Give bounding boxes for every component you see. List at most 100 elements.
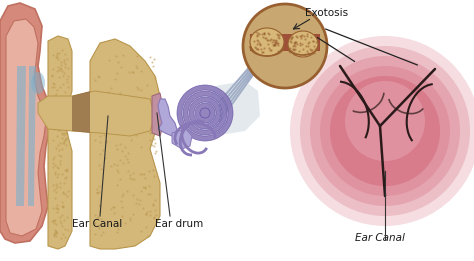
Point [141, 185, 149, 189]
Point [56, 162, 64, 166]
Point [60, 60, 67, 64]
Point [53, 165, 61, 169]
Point [109, 113, 116, 117]
Point [91, 213, 99, 217]
Point [269, 43, 277, 47]
Point [262, 36, 270, 40]
Point [141, 185, 149, 189]
Point [54, 104, 61, 108]
Point [141, 176, 149, 180]
Point [91, 138, 99, 142]
Point [55, 51, 63, 55]
Point [54, 210, 61, 214]
Point [48, 74, 56, 79]
Point [102, 139, 109, 144]
Point [51, 217, 59, 222]
Point [53, 183, 61, 188]
Point [149, 203, 157, 207]
Point [119, 53, 127, 57]
Point [52, 230, 60, 234]
Point [286, 46, 294, 50]
Point [98, 101, 106, 105]
Point [151, 208, 159, 212]
Point [56, 215, 64, 219]
Point [94, 187, 101, 191]
Point [49, 104, 57, 108]
Point [63, 169, 70, 173]
Point [130, 124, 137, 128]
Point [127, 216, 134, 220]
Point [51, 230, 58, 234]
Circle shape [320, 66, 450, 196]
Point [128, 70, 136, 74]
Point [303, 32, 311, 36]
Wedge shape [183, 91, 227, 135]
Point [108, 164, 115, 168]
Point [114, 223, 122, 227]
Point [150, 215, 157, 219]
Point [134, 66, 141, 70]
Point [59, 141, 67, 145]
Point [56, 159, 64, 163]
Point [151, 151, 159, 155]
Point [58, 213, 66, 217]
Point [99, 230, 107, 234]
Point [303, 49, 311, 53]
Point [267, 48, 274, 52]
Point [54, 96, 61, 100]
Point [61, 168, 69, 172]
Point [130, 177, 138, 181]
Point [271, 43, 279, 48]
Point [58, 136, 65, 140]
Point [136, 172, 143, 176]
Polygon shape [208, 81, 260, 136]
Point [64, 66, 71, 70]
Polygon shape [152, 93, 163, 136]
Point [50, 115, 57, 119]
Point [57, 67, 64, 71]
Point [152, 213, 159, 217]
Point [106, 57, 113, 62]
Point [152, 141, 159, 145]
Point [63, 127, 70, 131]
Point [127, 218, 134, 222]
Point [310, 51, 318, 55]
Point [61, 192, 69, 196]
Point [51, 172, 59, 176]
Point [146, 192, 153, 197]
Point [301, 51, 309, 56]
Point [50, 183, 57, 187]
Circle shape [330, 76, 440, 186]
Point [56, 110, 64, 114]
Point [254, 47, 261, 51]
Point [98, 109, 105, 113]
Point [140, 129, 148, 133]
Point [55, 153, 63, 157]
Point [143, 212, 150, 216]
Point [135, 202, 143, 206]
Point [58, 117, 65, 122]
Point [117, 64, 124, 69]
Point [52, 116, 59, 120]
Polygon shape [90, 39, 160, 249]
Point [143, 82, 150, 87]
Point [265, 46, 273, 50]
Point [262, 36, 269, 40]
Point [61, 227, 69, 231]
Point [299, 33, 306, 37]
Point [304, 51, 311, 56]
Point [304, 41, 311, 45]
Point [296, 49, 303, 53]
Point [264, 38, 272, 42]
Point [64, 74, 72, 78]
Point [267, 37, 275, 41]
Point [118, 214, 126, 218]
Point [144, 111, 152, 115]
Point [53, 51, 61, 55]
Polygon shape [72, 91, 90, 133]
Point [129, 70, 137, 74]
Point [49, 138, 57, 142]
Point [51, 170, 59, 174]
Point [93, 216, 100, 220]
Point [61, 235, 68, 239]
